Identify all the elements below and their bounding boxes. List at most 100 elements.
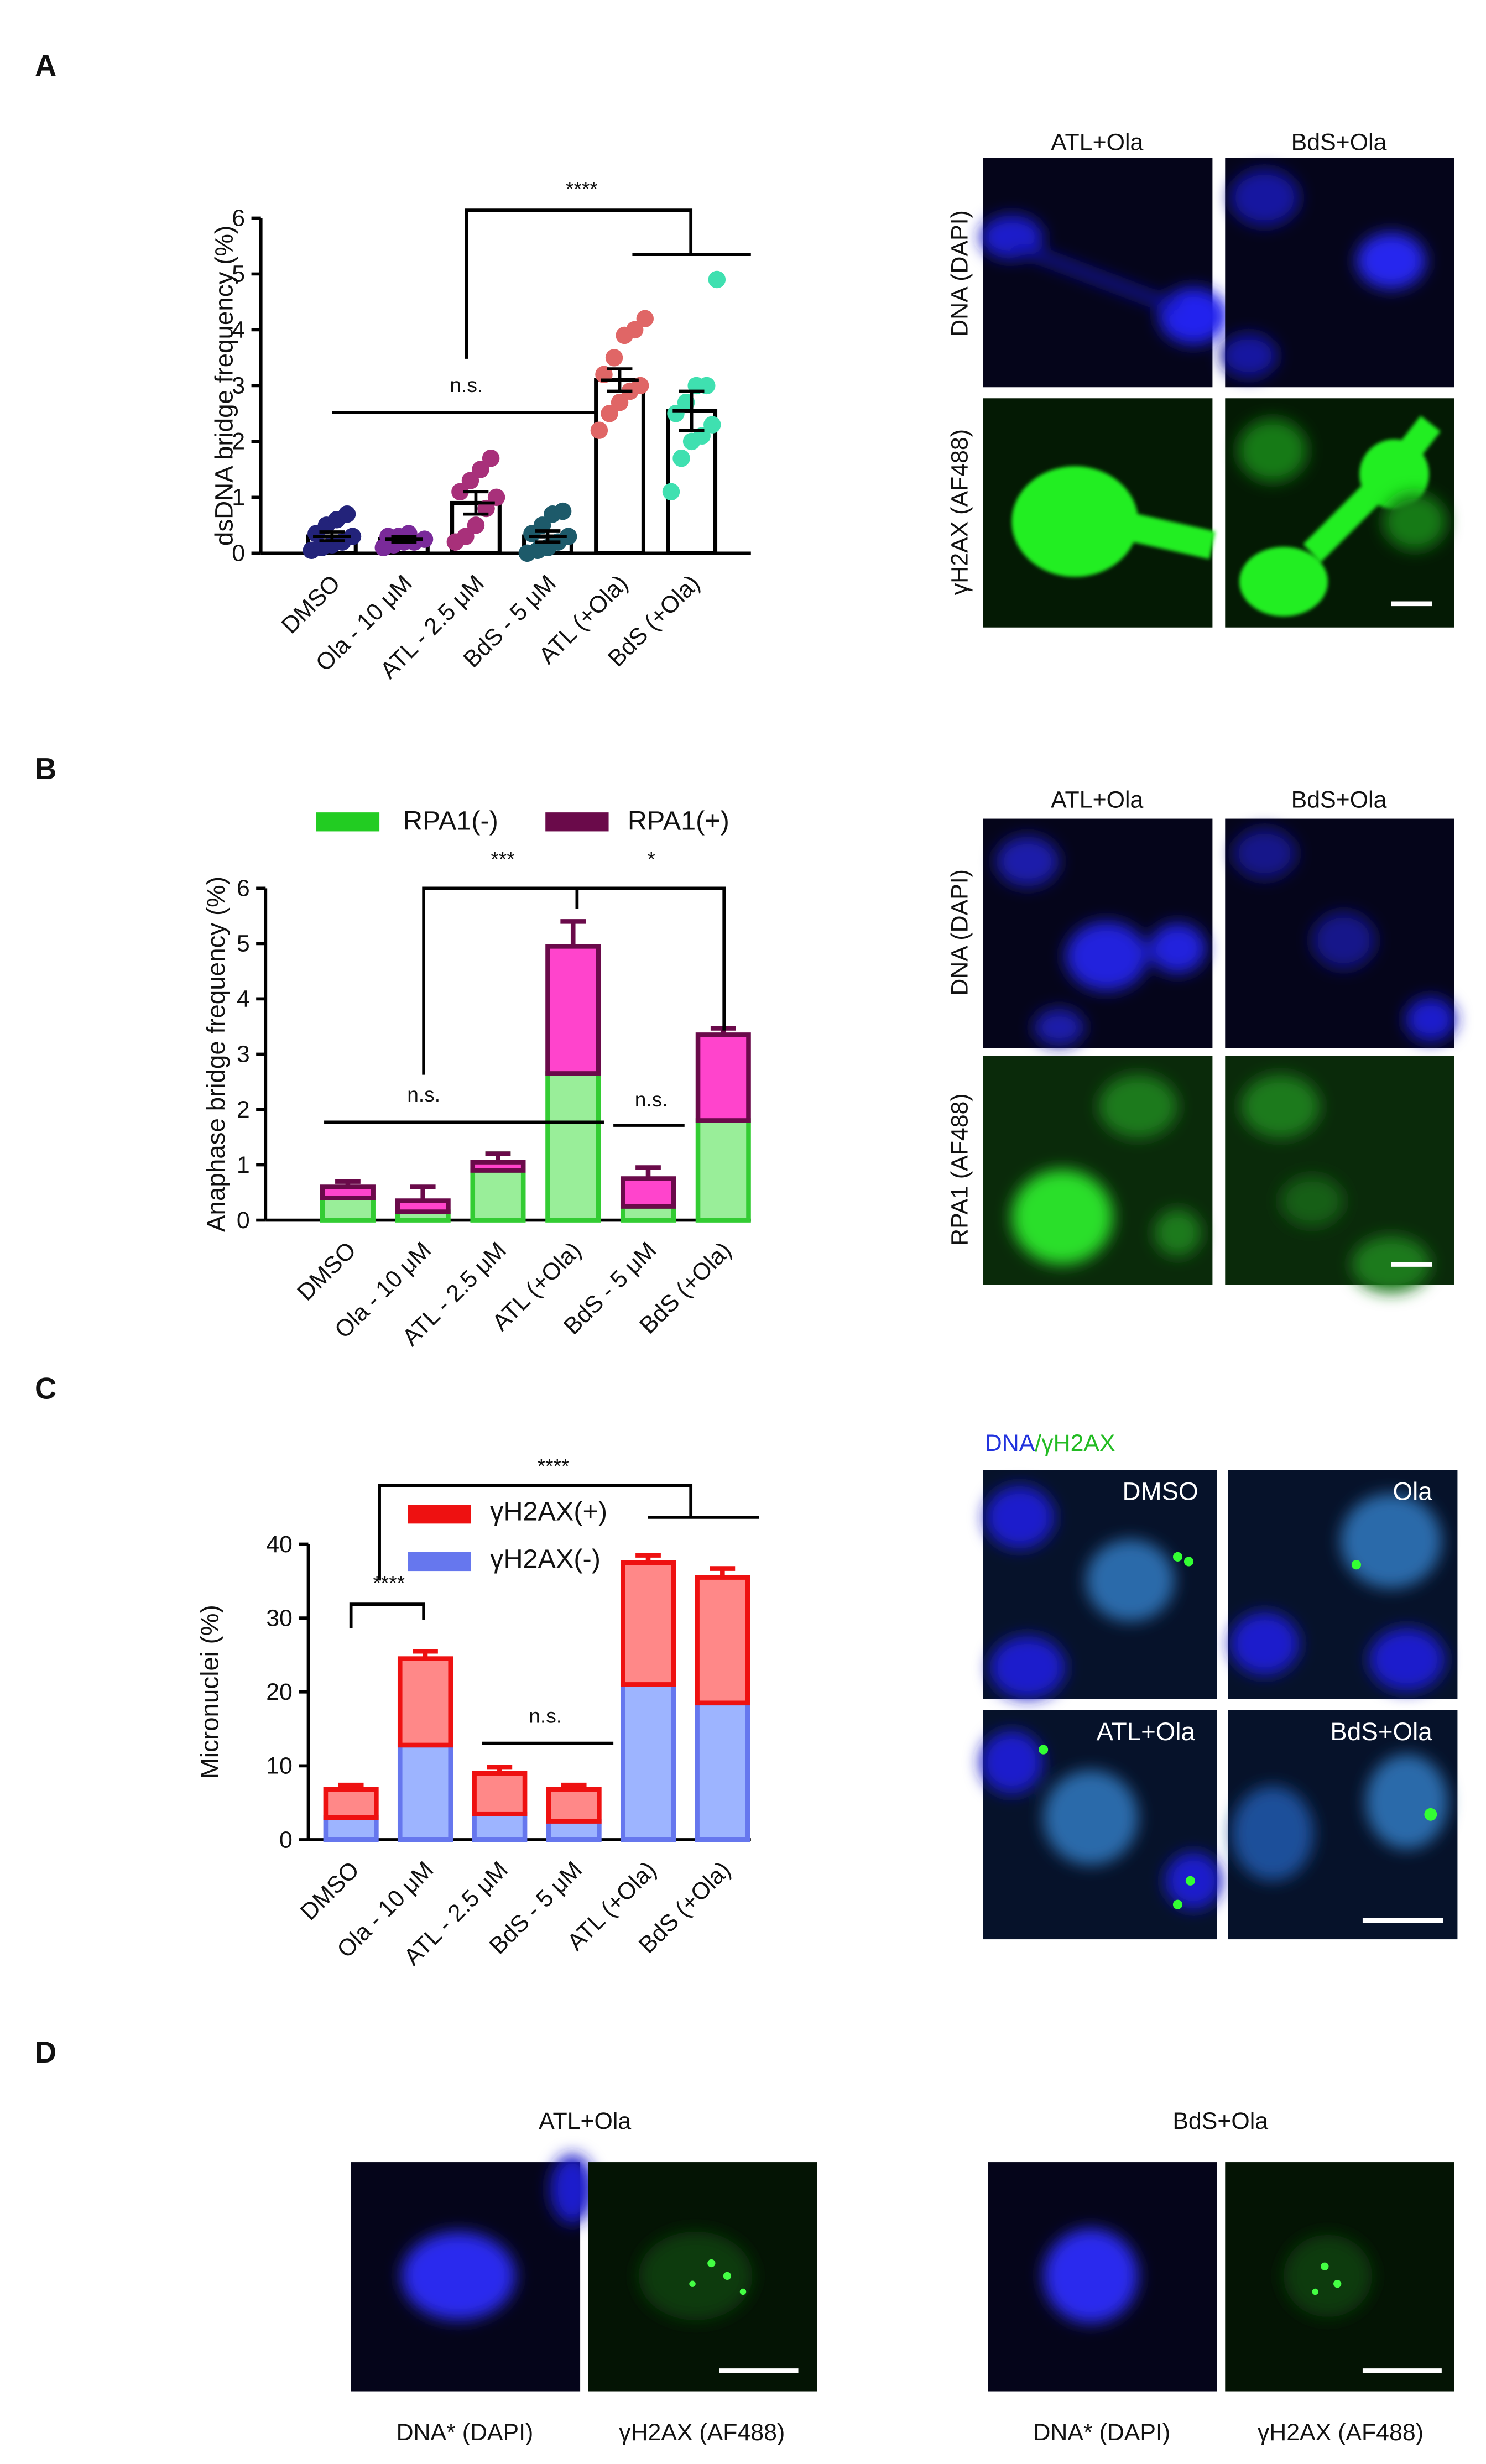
column-label: ATL+Ola bbox=[539, 2108, 631, 2134]
y-tick-label: 4 bbox=[232, 317, 245, 343]
bar-segment bbox=[320, 1184, 376, 1200]
bar-segment bbox=[620, 1176, 676, 1209]
error-bar bbox=[385, 535, 423, 544]
legend-label: RPA1(-) bbox=[403, 806, 498, 836]
error-bar bbox=[313, 530, 351, 543]
data-point bbox=[672, 449, 690, 467]
legend-swatch bbox=[316, 812, 380, 832]
legend-swatch bbox=[408, 1505, 471, 1524]
micrographs-d: ATL+Ola BdS+Ola DNA* (DAPI) γH2AX (AF488… bbox=[351, 2108, 1454, 2446]
bar-segment bbox=[546, 1819, 602, 1842]
title-dna: DNA bbox=[985, 1430, 1035, 1457]
column-label: BdS+Ola bbox=[1291, 129, 1387, 156]
micrograph bbox=[983, 158, 1213, 388]
row-label: DNA (DAPI) bbox=[946, 869, 973, 996]
data-point bbox=[605, 349, 623, 367]
bar-segment bbox=[472, 1811, 528, 1842]
y-tick-label: 2 bbox=[237, 1097, 250, 1123]
bar-segment bbox=[695, 1118, 751, 1223]
micrographs-b: ATL+Ola BdS+Ola DNA (DAPI) RPA1 (AF488) bbox=[946, 787, 1456, 1293]
bar-segment bbox=[545, 944, 601, 1076]
image-caption: γH2AX (AF488) bbox=[1258, 2419, 1424, 2446]
legend-label: RPA1(+) bbox=[628, 806, 729, 836]
bar-segment bbox=[395, 1198, 451, 1214]
annotation: n.s. bbox=[529, 1704, 562, 1727]
error-bar bbox=[457, 490, 495, 516]
bar-segment bbox=[472, 1771, 528, 1816]
annotation: *** bbox=[491, 847, 514, 870]
y-tick-label: 5 bbox=[237, 931, 250, 957]
bar-segment bbox=[620, 1682, 676, 1842]
error-bar bbox=[487, 1765, 513, 1773]
data-point bbox=[467, 516, 485, 534]
column-label: ATL+Ola bbox=[1051, 787, 1143, 813]
annotation: n.s. bbox=[635, 1088, 668, 1111]
bar-segment bbox=[695, 1032, 751, 1123]
y-tick-label: 5 bbox=[232, 261, 245, 288]
y-tick-label: 0 bbox=[279, 1826, 293, 1853]
error-bar bbox=[635, 1165, 661, 1179]
error-bar bbox=[560, 919, 586, 947]
legend-swatch bbox=[545, 812, 609, 832]
significance-bracket bbox=[465, 208, 693, 359]
data-point bbox=[590, 421, 608, 439]
error-bar bbox=[338, 1782, 364, 1790]
data-point bbox=[636, 310, 654, 327]
y-tick-label: 10 bbox=[266, 1753, 293, 1779]
y-tick-label: 0 bbox=[232, 540, 245, 567]
image-title: DNA/γH2AX bbox=[985, 1430, 1115, 1457]
data-point bbox=[457, 528, 475, 545]
bar-segment bbox=[397, 1656, 453, 1748]
data-point bbox=[554, 502, 572, 520]
y-tick-label: 40 bbox=[266, 1531, 293, 1558]
error-bar bbox=[410, 1184, 436, 1201]
data-point bbox=[625, 321, 644, 339]
micrographs-a: ATL+Ola BdS+Ola DNA (DAPI) γH2AX (AF488) bbox=[946, 129, 1454, 628]
data-point bbox=[559, 528, 577, 545]
error-bar bbox=[335, 1179, 361, 1187]
bar-segment bbox=[470, 1160, 526, 1173]
error-bar bbox=[601, 367, 639, 393]
annotation: n.s. bbox=[450, 373, 483, 396]
data-point bbox=[461, 472, 479, 489]
error-bar bbox=[413, 1648, 438, 1659]
column-label: BdS+Ola bbox=[1291, 787, 1387, 813]
error-bar bbox=[529, 529, 567, 544]
data-point bbox=[482, 449, 500, 467]
y-tick-label: 20 bbox=[266, 1679, 293, 1705]
error-bar bbox=[710, 1566, 736, 1578]
image-caption: DNA* (DAPI) bbox=[397, 2419, 534, 2446]
error-bar bbox=[485, 1151, 511, 1162]
y-tick-label: 6 bbox=[232, 205, 245, 232]
significance-bracket bbox=[378, 1484, 693, 1581]
x-tick-label: DMSO bbox=[295, 1856, 364, 1925]
data-point bbox=[451, 483, 469, 501]
image-label: Ola bbox=[1393, 1477, 1433, 1505]
row-label: γH2AX (AF488) bbox=[946, 429, 973, 595]
error-bar bbox=[672, 389, 711, 432]
annotation: * bbox=[647, 847, 655, 870]
data-point bbox=[472, 461, 489, 478]
y-tick-label: 2 bbox=[232, 429, 245, 455]
image-label: DMSO bbox=[1123, 1477, 1198, 1505]
bar-segment bbox=[320, 1196, 376, 1223]
annotation: **** bbox=[566, 177, 598, 200]
error-bar bbox=[561, 1782, 587, 1790]
annotation: **** bbox=[538, 1454, 570, 1478]
y-tick-label: 30 bbox=[266, 1605, 293, 1631]
bar-segment bbox=[323, 1787, 379, 1820]
data-point bbox=[601, 405, 618, 422]
title-gh2ax: /γH2AX bbox=[1035, 1430, 1115, 1457]
panel-label: B bbox=[35, 752, 56, 786]
y-tick-label: 1 bbox=[237, 1152, 250, 1178]
y-tick-label: 3 bbox=[237, 1041, 250, 1068]
image-caption: γH2AX (AF488) bbox=[619, 2419, 785, 2446]
y-axis-label: dsDNA bridge frequency (%) bbox=[210, 226, 238, 546]
column-label: BdS+Ola bbox=[1172, 2108, 1268, 2134]
data-point bbox=[338, 505, 356, 523]
legend-swatch bbox=[408, 1552, 471, 1572]
data-point bbox=[415, 530, 434, 548]
significance-bracket bbox=[349, 1602, 425, 1628]
